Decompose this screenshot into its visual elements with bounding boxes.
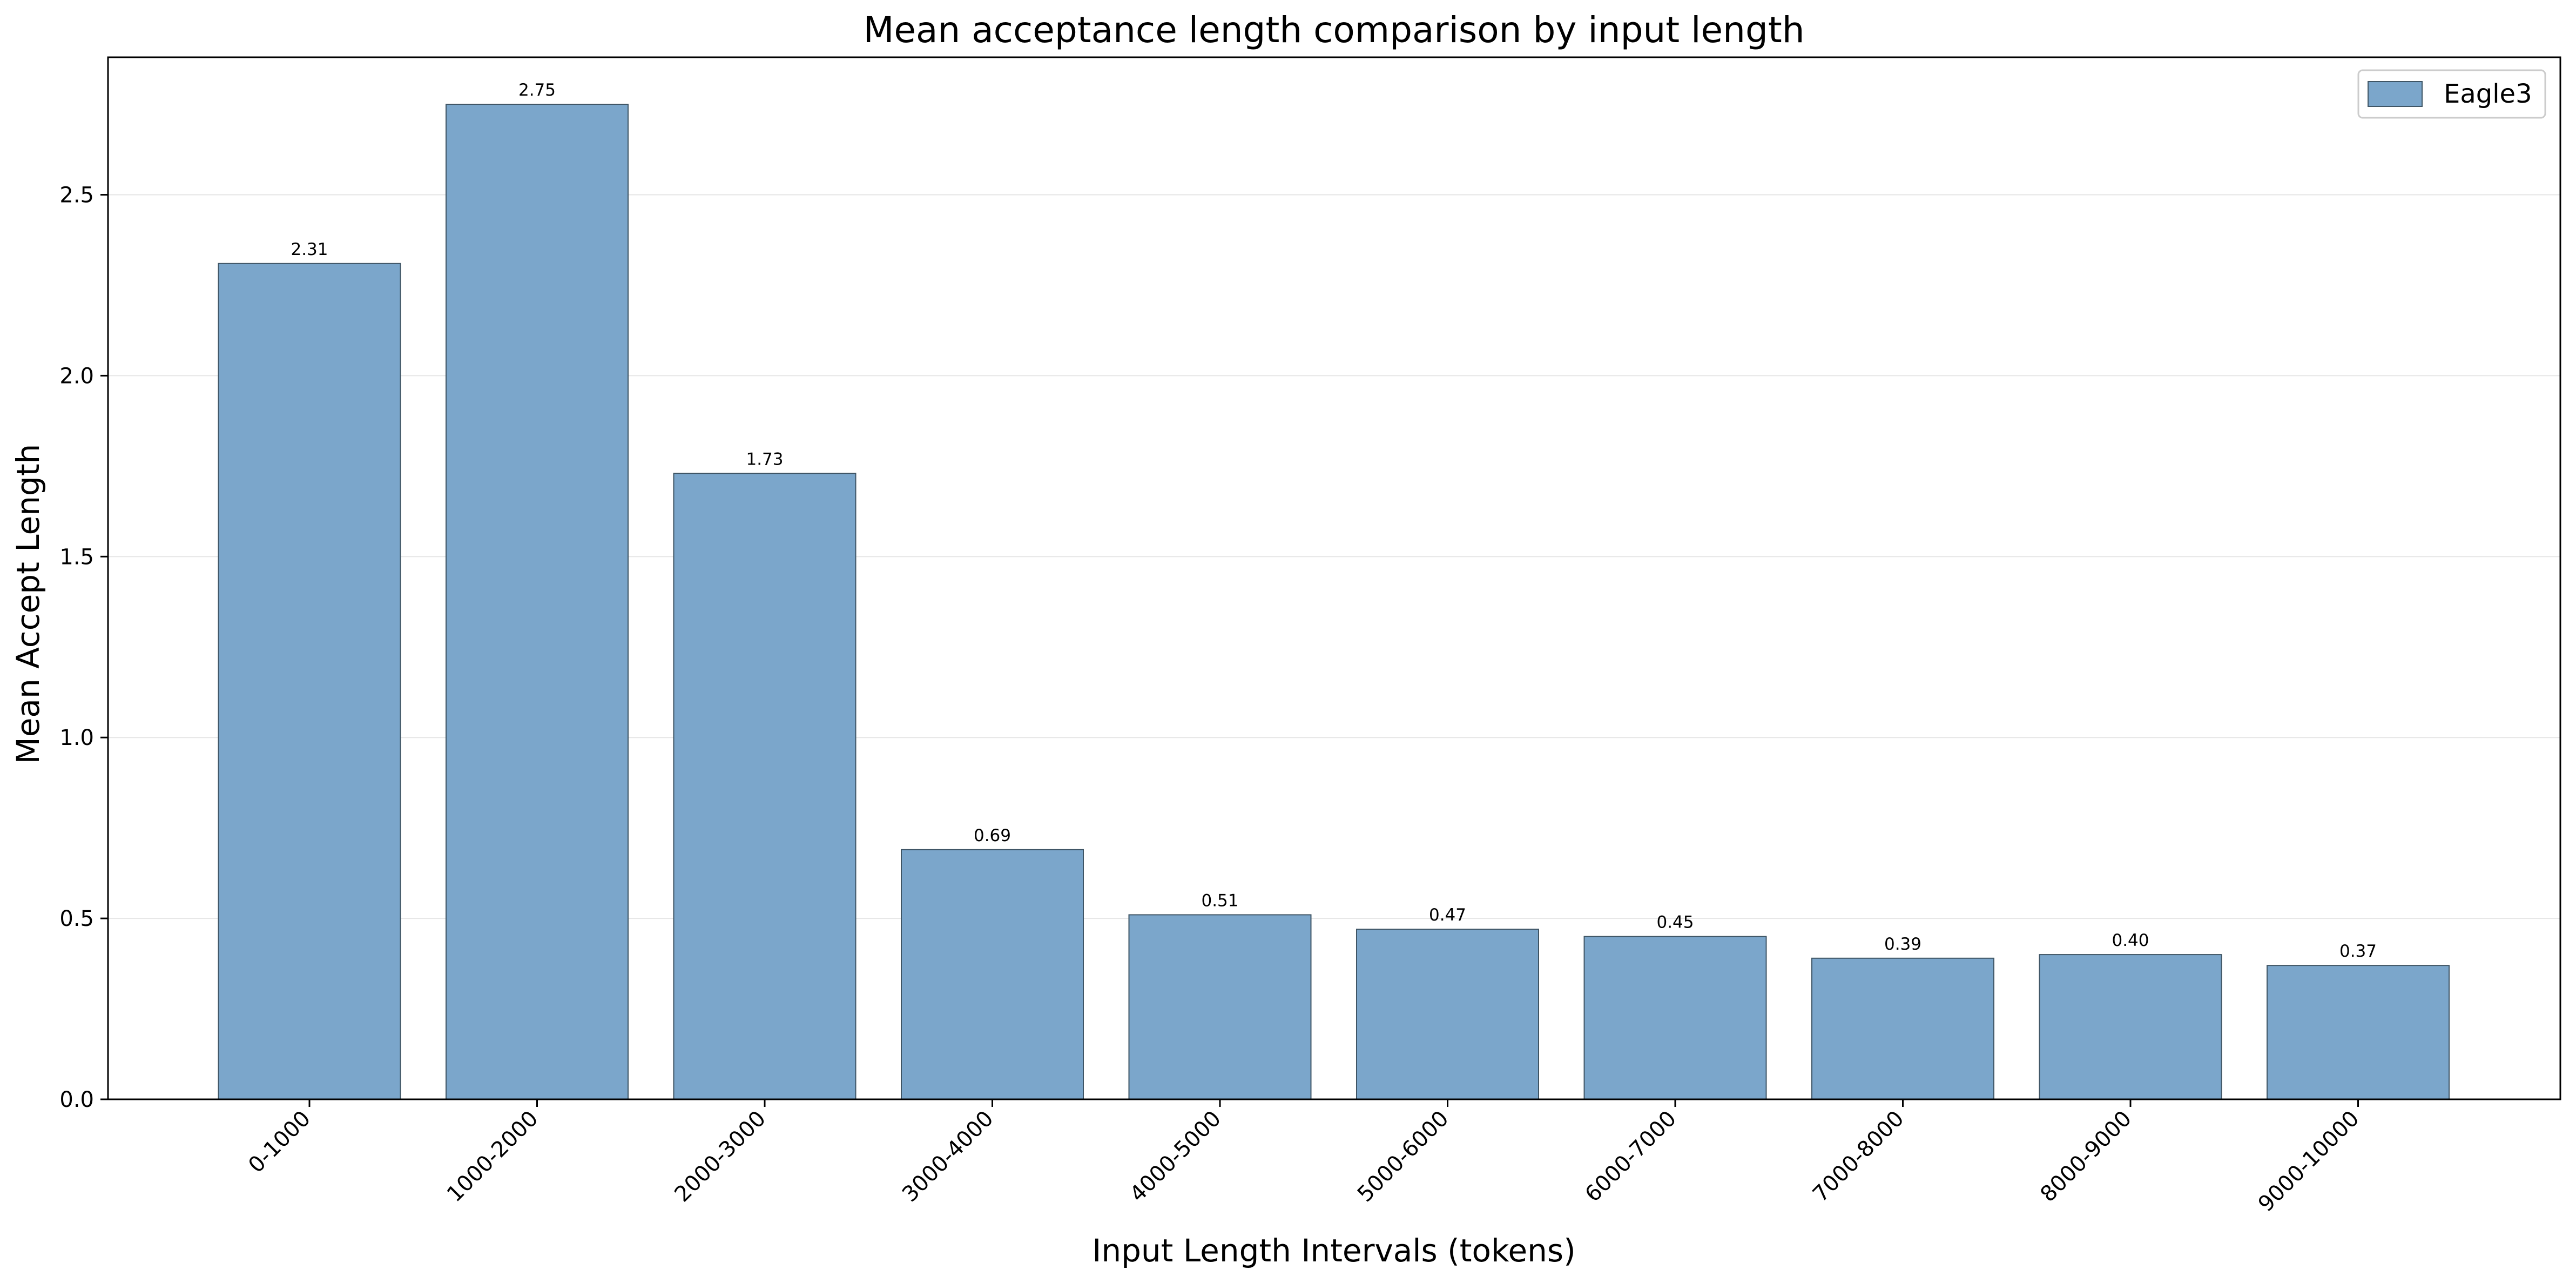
bar-value-label: 2.31: [291, 240, 328, 259]
bar-6000-7000: [1583, 936, 1767, 1100]
bar-value-label: 0.37: [2339, 942, 2377, 961]
plot-frame: [107, 56, 2561, 1100]
bar-value-label: 0.45: [1656, 913, 1694, 932]
bar-5000-6000: [1356, 929, 1539, 1100]
y-axis-label: Mean Accept Length: [10, 444, 46, 764]
bar-2000-3000: [673, 473, 857, 1100]
bar-3000-4000: [901, 849, 1084, 1100]
legend-swatch-eagle3: [2368, 81, 2423, 107]
bar-value-label: 1.73: [746, 449, 783, 469]
bar-9000-10000: [2267, 965, 2450, 1100]
bar-value-label: 0.51: [1201, 891, 1238, 910]
bar-4000-5000: [1128, 914, 1312, 1100]
chart-title: Mean acceptance length comparison by inp…: [863, 9, 1804, 51]
bar-value-label: 0.40: [2112, 931, 2149, 950]
y-tick-label: 2.0: [59, 364, 94, 388]
y-axis-ticks: 0.0 0.5 1.0 1.5 2.0 2.5: [59, 183, 108, 1112]
bar-value-label: 0.39: [1884, 935, 1921, 954]
y-tick-label: 0.0: [59, 1087, 94, 1112]
bar-7000-8000: [1811, 957, 1994, 1100]
legend: Eagle3: [2357, 69, 2546, 119]
legend-label-eagle3: Eagle3: [2444, 79, 2532, 109]
bar-0-1000: [218, 263, 401, 1100]
bar-value-label: 0.69: [974, 826, 1011, 845]
bar-1000-2000: [446, 104, 629, 1100]
y-tick-label: 0.5: [59, 906, 94, 931]
y-tick-label: 1.5: [59, 545, 94, 569]
x-axis-label: Input Length Intervals (tokens): [1092, 1232, 1576, 1269]
bars-group: [218, 104, 2450, 1100]
bar-8000-9000: [2039, 954, 2222, 1100]
y-tick-label: 2.5: [59, 183, 94, 208]
bar-value-label: 0.47: [1429, 905, 1466, 925]
bar-value-label: 2.75: [518, 80, 556, 100]
bar-value-labels: 2.31 2.75 1.73 0.69 0.51 0.47 0.45 0.39 0.40 0.37: [291, 80, 2377, 961]
y-tick-label: 1.0: [59, 726, 94, 750]
